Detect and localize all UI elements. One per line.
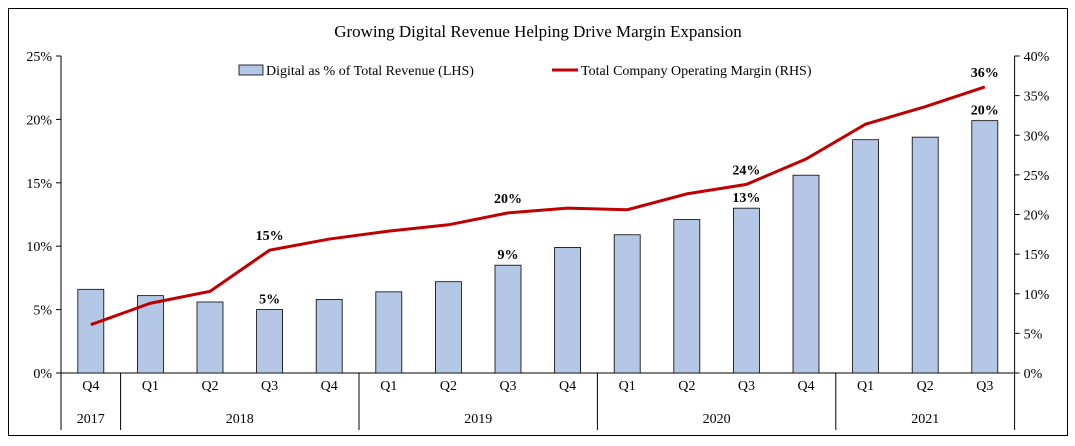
x-tick-label: Q1	[619, 379, 636, 394]
bar-digital	[733, 208, 759, 373]
right-tick-label: 40%	[1024, 50, 1050, 65]
x-tick-label: Q3	[738, 379, 755, 394]
x-tick-label: Q4	[321, 379, 338, 394]
line-data-label: 20%	[494, 192, 522, 207]
x-tick-label: Q1	[380, 379, 397, 394]
bar-digital	[78, 289, 104, 373]
bar-digital	[257, 310, 283, 373]
line-data-label: 24%	[732, 163, 760, 178]
bar-data-label: 9%	[498, 248, 519, 263]
bar-digital	[197, 302, 223, 373]
chart-title: Growing Digital Revenue Helping Drive Ma…	[334, 22, 742, 41]
x-tick-label: Q2	[440, 379, 457, 394]
bar-digital	[972, 121, 998, 373]
right-tick-label: 25%	[1024, 169, 1050, 184]
bar-digital	[376, 292, 402, 373]
bar-data-label: 13%	[732, 191, 760, 206]
right-tick-label: 5%	[1024, 327, 1043, 342]
legend-bar-label: Digital as % of Total Revenue (LHS)	[266, 64, 474, 79]
left-tick-label: 20%	[26, 113, 52, 128]
year-label: 2019	[464, 412, 492, 427]
x-tick-label: Q3	[499, 379, 516, 394]
right-tick-label: 10%	[1024, 288, 1050, 303]
bar-data-label: 20%	[971, 104, 999, 119]
bar-digital	[555, 247, 581, 373]
right-tick-label: 35%	[1024, 90, 1050, 105]
legend: Digital as % of Total Revenue (LHS) Tota…	[239, 64, 812, 79]
year-label: 2021	[911, 412, 939, 427]
right-tick-label: 30%	[1024, 129, 1050, 144]
year-label: 2020	[703, 412, 731, 427]
line-operating-margin	[91, 87, 985, 325]
left-tick-label: 10%	[26, 240, 52, 255]
x-tick-label: Q2	[678, 379, 695, 394]
bar-digital	[316, 299, 342, 373]
bar-digital	[614, 235, 640, 373]
x-tick-label: Q4	[82, 379, 99, 394]
year-label: 2018	[226, 412, 254, 427]
right-tick-label: 15%	[1024, 248, 1050, 263]
chart-border	[9, 9, 1068, 436]
x-tick-label: Q3	[976, 379, 993, 394]
bar-digital	[674, 220, 700, 373]
bar-digital	[793, 175, 819, 373]
x-tick-label: Q4	[797, 379, 814, 394]
left-tick-label: 0%	[33, 367, 52, 382]
year-label: 2017	[77, 412, 105, 427]
line-data-label: 36%	[971, 66, 999, 81]
x-tick-label: Q2	[917, 379, 934, 394]
x-tick-label: Q4	[559, 379, 576, 394]
bar-digital	[853, 140, 879, 373]
bar-data-label: 5%	[259, 293, 280, 308]
left-tick-label: 15%	[26, 177, 52, 192]
bar-digital	[495, 265, 521, 373]
x-tick-label: Q1	[142, 379, 159, 394]
legend-line-label: Total Company Operating Margin (RHS)	[581, 64, 812, 79]
right-tick-label: 0%	[1024, 367, 1043, 382]
x-tick-label: Q1	[857, 379, 874, 394]
x-tick-label: Q2	[201, 379, 218, 394]
bar-digital	[912, 137, 938, 373]
left-tick-label: 25%	[26, 50, 52, 65]
legend-bar-swatch	[239, 65, 263, 75]
left-tick-label: 5%	[33, 304, 52, 319]
x-tick-label: Q3	[261, 379, 278, 394]
right-tick-label: 20%	[1024, 209, 1050, 224]
line-data-label: 15%	[256, 229, 284, 244]
bar-digital	[435, 282, 461, 373]
